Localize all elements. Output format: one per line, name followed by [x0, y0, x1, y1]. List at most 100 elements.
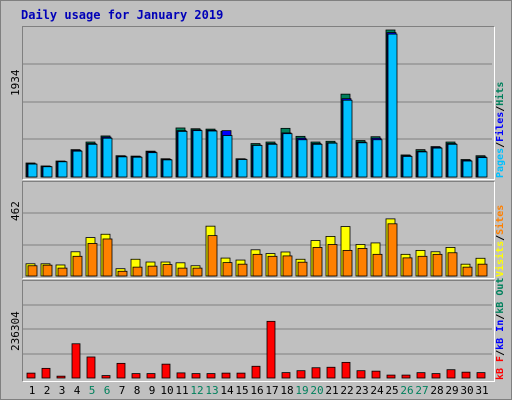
bar-kbf-day-7	[116, 362, 126, 379]
bar-sites-day-27	[417, 255, 428, 277]
bar-pages-day-31	[477, 157, 488, 178]
bar-sites-day-4	[72, 255, 83, 277]
bar-kbf-day-9	[146, 373, 156, 379]
bar-kbf-day-6	[101, 375, 111, 379]
bar-pages-day-5	[87, 143, 98, 178]
day-label-3: 3	[59, 384, 66, 397]
bar-pages-day-18	[282, 133, 293, 178]
bar-pages-day-25	[387, 33, 398, 178]
bar-kbf-day-5	[86, 356, 96, 379]
bar-pages-day-27	[417, 151, 428, 178]
bar-pages-day-2	[42, 166, 53, 178]
day-label-23: 23	[355, 384, 368, 397]
bar-kbf-day-31	[476, 372, 486, 379]
bar-sites-day-12	[192, 267, 203, 277]
bar-kbf-day-22	[341, 361, 351, 379]
bar-sites-day-1	[27, 265, 38, 277]
bar-pages-day-20	[312, 143, 323, 178]
day-label-10: 10	[160, 384, 173, 397]
bar-kbf-day-12	[191, 373, 201, 379]
bar-sites-day-28	[432, 253, 443, 277]
bar-pages-day-17	[267, 143, 278, 178]
bar-sites-day-19	[297, 261, 308, 277]
bar-pages-day-19	[297, 139, 308, 178]
bar-kbf-day-26	[401, 374, 411, 379]
bar-pages-day-21	[327, 142, 338, 178]
bar-sites-day-18	[282, 255, 293, 277]
bar-pages-day-10	[162, 159, 173, 178]
bar-sites-day-30	[462, 266, 473, 277]
bar-kbf-day-27	[416, 372, 426, 379]
day-label-1: 1	[29, 384, 36, 397]
bar-kbf-day-15	[236, 372, 246, 379]
bar-kbf-day-24	[371, 370, 381, 379]
day-label-5: 5	[89, 384, 96, 397]
bar-sites-day-16	[252, 253, 263, 277]
bar-pages-day-30	[462, 160, 473, 178]
day-label-18: 18	[280, 384, 293, 397]
day-label-25: 25	[385, 384, 398, 397]
bar-kbf-day-19	[296, 370, 306, 379]
bar-sites-day-7	[117, 270, 128, 277]
bar-sites-day-21	[327, 244, 338, 277]
bar-kbf-day-8	[131, 373, 141, 379]
bar-pages-day-23	[357, 142, 368, 178]
bar-kbf-day-30	[461, 371, 471, 379]
bar-pages-day-16	[252, 145, 263, 178]
bar-sites-day-11	[177, 267, 188, 277]
bar-pages-day-6	[102, 137, 113, 178]
bar-kbf-day-29	[446, 369, 456, 379]
bar-kbf-day-17	[266, 320, 276, 379]
bar-sites-day-2	[42, 264, 53, 277]
bar-kbf-day-21	[326, 366, 336, 379]
bar-pages-day-7	[117, 156, 128, 178]
bar-pages-day-12	[192, 130, 203, 178]
day-label-17: 17	[265, 384, 278, 397]
bar-sites-day-14	[222, 262, 233, 277]
day-label-27: 27	[415, 384, 428, 397]
bar-sites-day-29	[447, 252, 458, 277]
day-label-12: 12	[190, 384, 203, 397]
bar-pages-day-28	[432, 147, 443, 178]
bar-pages-day-29	[447, 143, 458, 178]
bar-pages-day-13	[207, 130, 218, 178]
bar-sites-day-10	[162, 264, 173, 277]
day-label-28: 28	[430, 384, 443, 397]
day-label-20: 20	[310, 384, 323, 397]
bar-kbf-day-3	[56, 375, 66, 379]
bar-sites-day-25	[387, 223, 398, 277]
bar-sites-day-6	[102, 238, 113, 277]
day-label-8: 8	[134, 384, 141, 397]
bar-kbf-day-13	[206, 373, 216, 379]
bar-pages-day-24	[372, 139, 383, 178]
day-label-21: 21	[325, 384, 338, 397]
bar-sites-day-22	[342, 249, 353, 277]
day-label-13: 13	[205, 384, 218, 397]
day-label-14: 14	[220, 384, 234, 397]
day-label-4: 4	[74, 384, 81, 397]
bar-sites-day-5	[87, 243, 98, 277]
day-label-7: 7	[119, 384, 126, 397]
bar-sites-day-3	[57, 267, 68, 277]
bar-kbf-day-1	[26, 372, 36, 379]
bar-sites-day-20	[312, 247, 323, 277]
bar-sites-day-23	[357, 248, 368, 277]
day-label-11: 11	[175, 384, 188, 397]
bar-pages-day-22	[342, 99, 353, 178]
bar-kbf-day-2	[41, 367, 51, 379]
bar-sites-day-13	[207, 235, 218, 277]
bar-kbf-day-11	[176, 372, 186, 379]
bar-pages-day-4	[72, 150, 83, 178]
day-label-15: 15	[235, 384, 248, 397]
bottom-panel	[22, 280, 495, 382]
bar-sites-day-15	[237, 263, 248, 277]
day-label-24: 24	[370, 384, 384, 397]
bar-pages-day-8	[132, 156, 143, 178]
bar-kbf-day-25	[386, 374, 396, 379]
day-label-2: 2	[44, 384, 51, 397]
bar-kbf-day-16	[251, 365, 261, 379]
day-label-22: 22	[340, 384, 353, 397]
day-label-9: 9	[149, 384, 156, 397]
bar-pages-day-9	[147, 152, 158, 178]
